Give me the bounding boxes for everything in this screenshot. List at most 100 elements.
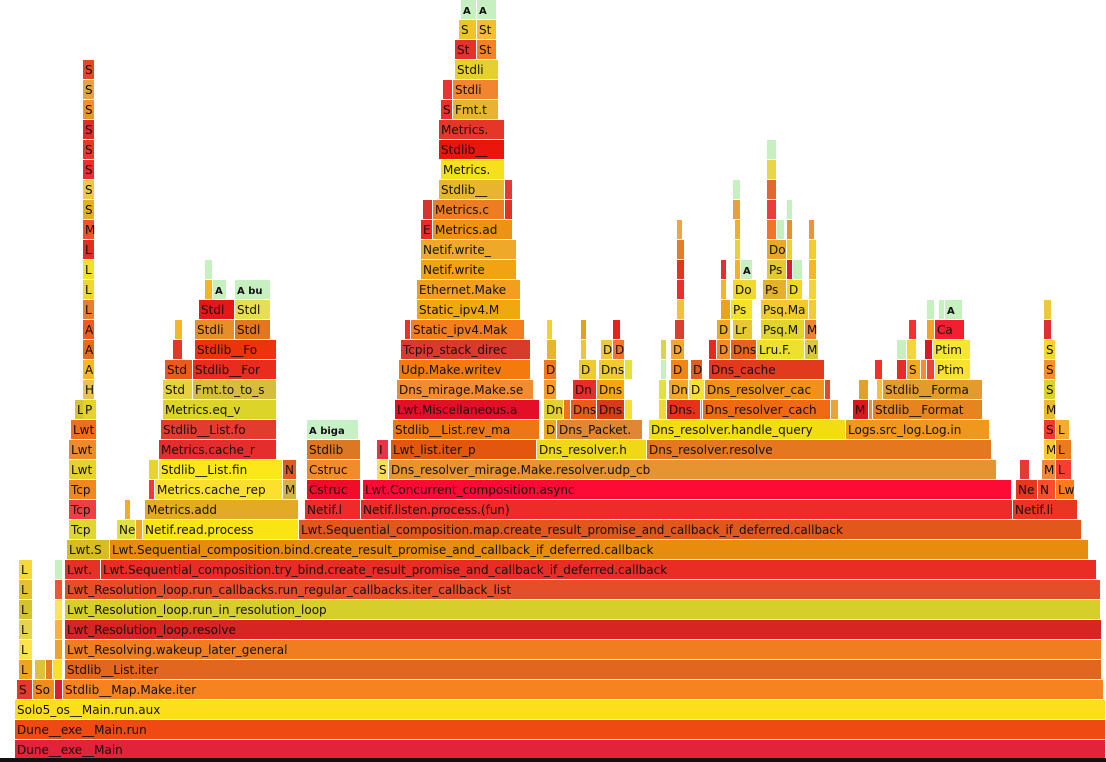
stack-frame[interactable]: HHashtbl — [83, 380, 94, 399]
stack-frame[interactable]: Stdlib — [787, 220, 792, 239]
frame-rect[interactable] — [767, 240, 786, 259]
stack-frame[interactable]: Metrics.Metrics.cache_report — [441, 160, 504, 179]
frame-rect[interactable] — [417, 280, 520, 299]
stack-frame[interactable]: Dns_resolver.handle_queryDns_resolver.ha… — [649, 420, 845, 439]
frame-rect[interactable] — [213, 280, 226, 299]
frame-rect[interactable] — [149, 480, 154, 499]
frame-rect[interactable] — [671, 340, 684, 359]
frame-rect[interactable] — [757, 340, 804, 359]
frame-rect[interactable] — [299, 520, 1081, 539]
frame-rect[interactable] — [361, 500, 1012, 519]
frame-rect[interactable] — [83, 180, 94, 199]
frame-rect[interactable] — [831, 400, 838, 419]
frame-rect[interactable] — [721, 300, 730, 319]
frame-rect[interactable] — [907, 340, 916, 359]
stack-frame[interactable]: Dns_cacheDns_cache — [709, 360, 824, 379]
stack-frame[interactable]: Stdlib — [859, 380, 868, 399]
frame-rect[interactable] — [625, 400, 632, 419]
frame-rect[interactable] — [873, 400, 982, 419]
stack-frame[interactable]: DDos — [787, 280, 802, 299]
frame-rect[interactable] — [505, 200, 512, 219]
frame-rect[interactable] — [83, 100, 94, 119]
stack-frame[interactable]: Psq.MaPsq.Make — [761, 300, 808, 319]
stack-frame[interactable]: Dns_resolver.resolveDns_resolver.resolve — [647, 440, 991, 459]
stack-frame[interactable]: Metrics.addMetrics.add — [145, 500, 298, 519]
stack-frame[interactable]: Dns — [564, 400, 570, 419]
frame-rect[interactable] — [571, 400, 596, 419]
stack-frame[interactable]: Dns — [677, 280, 684, 299]
stack-frame[interactable]: Stdlib — [735, 220, 740, 239]
stack-frame[interactable]: Dns_resolver_cacDns_resolver_cache.find — [705, 380, 824, 399]
stack-frame[interactable]: Metrics — [505, 200, 512, 219]
frame-rect[interactable] — [55, 680, 62, 699]
stack-frame[interactable]: Metrics — [825, 380, 830, 399]
frame-rect[interactable] — [143, 520, 298, 539]
stack-frame[interactable]: Dns_mirage.Make.seDns_mirage.Make.send — [397, 380, 533, 399]
stack-frame[interactable]: Dns — [677, 260, 684, 279]
frame-rect[interactable] — [439, 140, 504, 159]
alloc-frame[interactable]: A — [55, 560, 62, 579]
stack-frame[interactable]: StdliStdlib__Format — [453, 80, 498, 99]
frame-rect[interactable] — [283, 460, 296, 479]
frame-rect[interactable] — [581, 340, 586, 359]
frame-rect[interactable] — [83, 360, 94, 379]
stack-frame[interactable]: Stdlib — [1044, 300, 1051, 319]
stack-frame[interactable]: Dns — [659, 400, 666, 419]
stack-frame[interactable]: MMetrics — [853, 400, 868, 419]
frame-rect[interactable] — [161, 420, 276, 439]
stack-frame[interactable]: Stdlib — [423, 200, 432, 219]
frame-rect[interactable] — [709, 340, 716, 359]
stack-frame[interactable]: LwtLwt — [71, 420, 96, 439]
stack-frame[interactable]: Metrics — [809, 220, 814, 239]
frame-rect[interactable] — [69, 520, 96, 539]
frame-rect[interactable] — [455, 40, 476, 59]
alloc-frame[interactable]: A — [927, 300, 934, 319]
stack-frame[interactable]: AArray — [83, 320, 94, 339]
stack-frame[interactable]: StdlStdlib — [235, 320, 270, 339]
frame-rect[interactable] — [601, 340, 612, 359]
frame-rect[interactable] — [235, 320, 270, 339]
frame-rect[interactable] — [731, 300, 752, 319]
frame-rect[interactable] — [647, 440, 991, 459]
stack-frame[interactable]: MMetrics — [1042, 460, 1055, 479]
frame-rect[interactable] — [927, 300, 934, 319]
stack-frame[interactable]: Stdlib — [55, 580, 62, 599]
stack-frame[interactable]: Stdlib__List.finStdlib__List.find_all — [159, 460, 282, 479]
frame-rect[interactable] — [155, 480, 282, 499]
frame-rect[interactable] — [505, 180, 512, 199]
frame-rect[interactable] — [67, 540, 109, 559]
frame-rect[interactable] — [945, 300, 962, 319]
stack-frame[interactable]: Lwt_Resolution_loop.resolveLwt_Resolutio… — [65, 620, 1101, 639]
stack-frame[interactable]: PtimPtime — [933, 340, 970, 359]
stack-frame[interactable]: Stdlib — [173, 340, 182, 359]
alloc-frame[interactable]: A — [205, 260, 212, 279]
frame-rect[interactable] — [65, 580, 1100, 599]
stack-frame[interactable]: Netif.read.processNetif.read.process — [143, 520, 298, 539]
frame-rect[interactable] — [735, 260, 740, 279]
stack-frame[interactable]: LrLru — [733, 320, 752, 339]
stack-frame[interactable]: Stdlib — [925, 340, 932, 359]
stack-frame[interactable]: LwtLwt — [69, 460, 96, 479]
frame-rect[interactable] — [557, 420, 642, 439]
stack-frame[interactable]: Stdlib__List.rev_maStdlib__List.rev_map.… — [393, 420, 539, 439]
frame-rect[interactable] — [544, 360, 556, 379]
frame-rect[interactable] — [735, 220, 740, 239]
frame-rect[interactable] — [537, 440, 646, 459]
frame-rect[interactable] — [1056, 420, 1069, 439]
frame-rect[interactable] — [110, 540, 1088, 559]
stack-frame[interactable]: Stdlib — [733, 200, 740, 219]
frame-rect[interactable] — [897, 360, 906, 379]
frame-rect[interactable] — [581, 320, 586, 339]
